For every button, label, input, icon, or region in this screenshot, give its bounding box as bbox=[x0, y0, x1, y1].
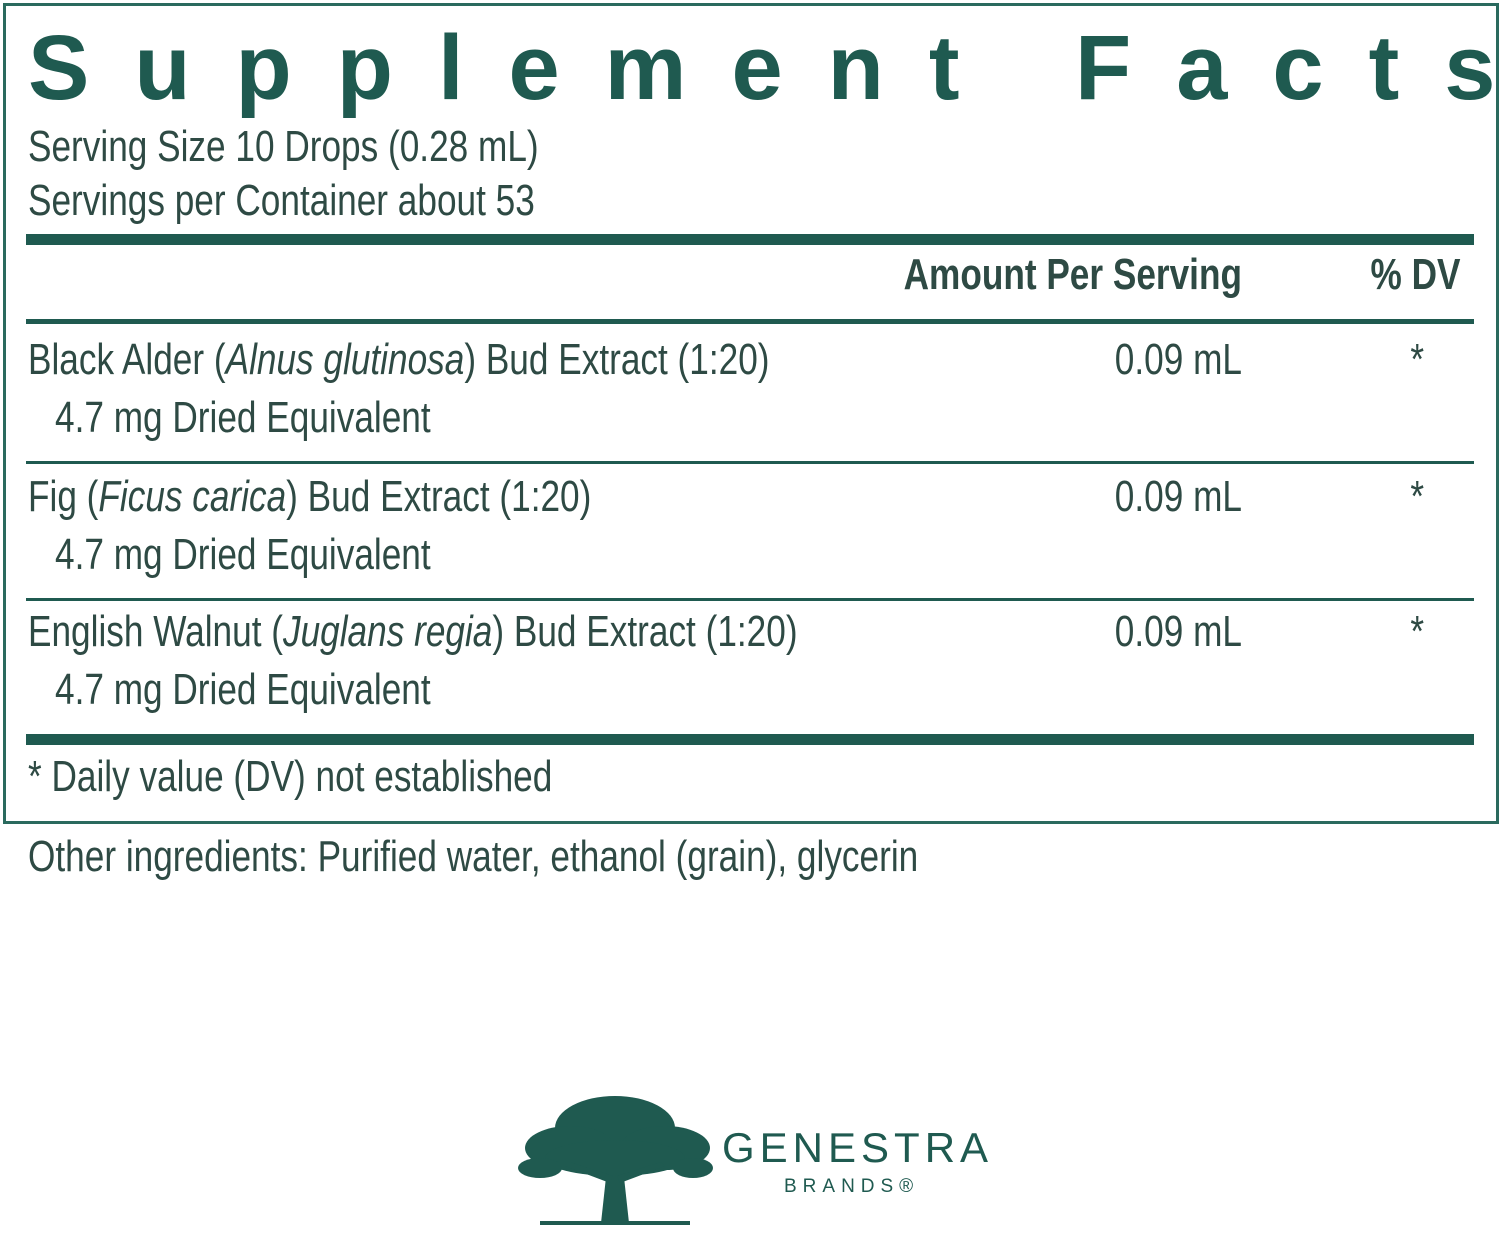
other-ingredients: Other ingredients: Purified water, ethan… bbox=[28, 832, 919, 881]
name-part: ) Bud Extract (1:20) bbox=[464, 335, 770, 384]
amount: 0.09 mL bbox=[1114, 335, 1242, 384]
amount-header: Amount Per Serving bbox=[903, 250, 1242, 299]
serving-size: Serving Size 10 Drops (0.28 mL) bbox=[28, 122, 539, 171]
thick-rule bbox=[26, 234, 1474, 245]
ingredient-name: English Walnut (Juglans regia) Bud Extra… bbox=[28, 607, 798, 657]
name-part: Fig ( bbox=[28, 472, 99, 521]
servings-per-container: Servings per Container about 53 bbox=[28, 176, 535, 225]
ingredient-sub: 4.7 mg Dried Equivalent bbox=[55, 393, 431, 442]
dv: * bbox=[1410, 472, 1424, 521]
name-part: Black Alder ( bbox=[28, 335, 226, 384]
name-part: ) Bud Extract (1:20) bbox=[286, 472, 592, 521]
amount: 0.09 mL bbox=[1114, 472, 1242, 521]
rule bbox=[26, 461, 1474, 464]
label-box bbox=[3, 3, 1499, 824]
latin-name: Alnus glutinosa bbox=[225, 335, 465, 384]
name-part: ) Bud Extract (1:20) bbox=[492, 607, 798, 656]
name-part: English Walnut ( bbox=[28, 607, 283, 656]
ingredient-sub: 4.7 mg Dried Equivalent bbox=[55, 530, 431, 579]
rule bbox=[26, 319, 1474, 324]
amount: 0.09 mL bbox=[1114, 607, 1242, 656]
brand-tree bbox=[518, 1096, 713, 1225]
latin-name: Juglans regia bbox=[282, 607, 493, 656]
ingredient-name: Fig (Ficus carica) Bud Extract (1:20) bbox=[28, 472, 591, 522]
brand-name: GENESTRA bbox=[722, 1124, 994, 1171]
footnote: * Daily value (DV) not established bbox=[28, 752, 553, 801]
dv: * bbox=[1410, 335, 1424, 384]
latin-name: Ficus carica bbox=[98, 472, 287, 521]
ingredient-name: Black Alder (Alnus glutinosa) Bud Extrac… bbox=[28, 335, 770, 385]
ingredient-sub: 4.7 mg Dried Equivalent bbox=[55, 665, 431, 714]
title: Supplement Facts bbox=[28, 17, 1500, 119]
rule bbox=[26, 598, 1474, 601]
dv-header: % DV bbox=[1370, 250, 1460, 299]
dv: * bbox=[1410, 607, 1424, 656]
thick-rule bbox=[26, 734, 1474, 745]
brand-sub: BRANDS® bbox=[784, 1176, 920, 1197]
